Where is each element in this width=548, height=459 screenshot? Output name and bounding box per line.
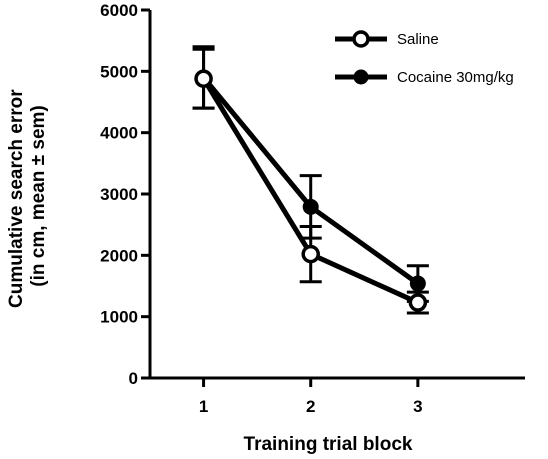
data-point — [301, 244, 320, 264]
x-tick-label: 3 — [413, 397, 422, 416]
y-tick-label: 3000 — [100, 185, 138, 204]
y-tick-label: 5000 — [100, 62, 138, 81]
legend-label: Saline — [397, 31, 439, 48]
x-axis-title: Training trial block — [244, 434, 413, 455]
y-tick-label: 0 — [129, 369, 138, 388]
data-point — [194, 69, 213, 88]
data-point — [408, 293, 428, 312]
data-point — [302, 198, 319, 215]
series-saline — [192, 47, 429, 315]
legend-marker — [352, 30, 370, 48]
series-layer — [192, 45, 429, 315]
x-tick-label: 2 — [306, 397, 315, 416]
y-tick-label: 6000 — [100, 1, 138, 20]
axis-titles: Training trial block Cumulative search e… — [6, 84, 413, 455]
legend-label: Cocaine 30mg/kg — [397, 69, 514, 86]
y-axis-title-line-1: Cumulative search error — [6, 89, 27, 308]
legend: Saline Cocaine 30mg/kg — [335, 30, 514, 86]
data-point — [409, 275, 426, 292]
legend-marker — [353, 69, 369, 85]
y-tick-label: 2000 — [100, 246, 138, 265]
y-tick-label: 4000 — [100, 124, 138, 143]
y-axis-title: Cumulative search error (in cm, mean ± s… — [6, 84, 49, 308]
x-tick-label: 1 — [199, 397, 208, 416]
y-axis-title-line-2: (in cm, mean ± sem) — [28, 105, 49, 286]
legend-item: Saline — [335, 30, 439, 48]
y-tick-label: 1000 — [100, 308, 138, 327]
legend-item: Cocaine 30mg/kg — [335, 69, 514, 86]
axes: 0 1000 2000 3000 4000 5000 6000 1 2 3 — [100, 1, 525, 416]
